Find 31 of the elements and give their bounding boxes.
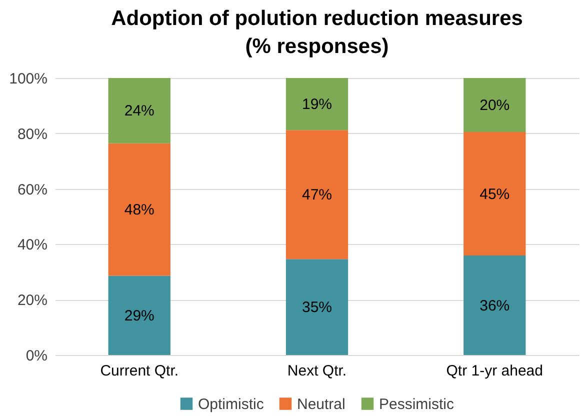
data-label: 19%: [302, 96, 332, 114]
y-tick-label: 20%: [17, 292, 48, 310]
data-label: 29%: [124, 307, 154, 324]
bar: [108, 276, 170, 355]
bar: [464, 132, 526, 256]
bar: [108, 78, 170, 144]
bar: [108, 143, 170, 276]
chart-title: Adoption of polution reduction measures (% responses): [111, 7, 523, 58]
y-tick-label: 100%: [9, 70, 48, 88]
bar: [286, 78, 348, 130]
data-label: 35%: [302, 299, 332, 316]
legend-label: Neutral: [297, 396, 346, 413]
y-tick-label: 60%: [17, 181, 48, 198]
x-tick-label: Next Qtr.: [287, 362, 347, 380]
x-tick-label: Qtr 1-yr ahead: [446, 362, 543, 380]
bar: [464, 256, 526, 355]
legend-label: Pessimistic: [379, 396, 455, 413]
data-label: 47%: [302, 186, 332, 204]
data-label: 20%: [480, 97, 510, 114]
data-label: 45%: [480, 186, 510, 203]
data-label: 36%: [480, 297, 510, 314]
data-label: 48%: [124, 202, 154, 219]
y-tick-label: 80%: [17, 126, 48, 143]
data-label: 24%: [124, 102, 154, 120]
x-tick-label: Current Qtr.: [100, 362, 179, 380]
legend-label: Optimistic: [198, 396, 264, 413]
bar: [286, 130, 348, 260]
bar: [286, 259, 348, 355]
y-tick-label: 0%: [26, 348, 48, 364]
bar: [464, 78, 526, 132]
y-tick-label: 40%: [17, 236, 48, 254]
